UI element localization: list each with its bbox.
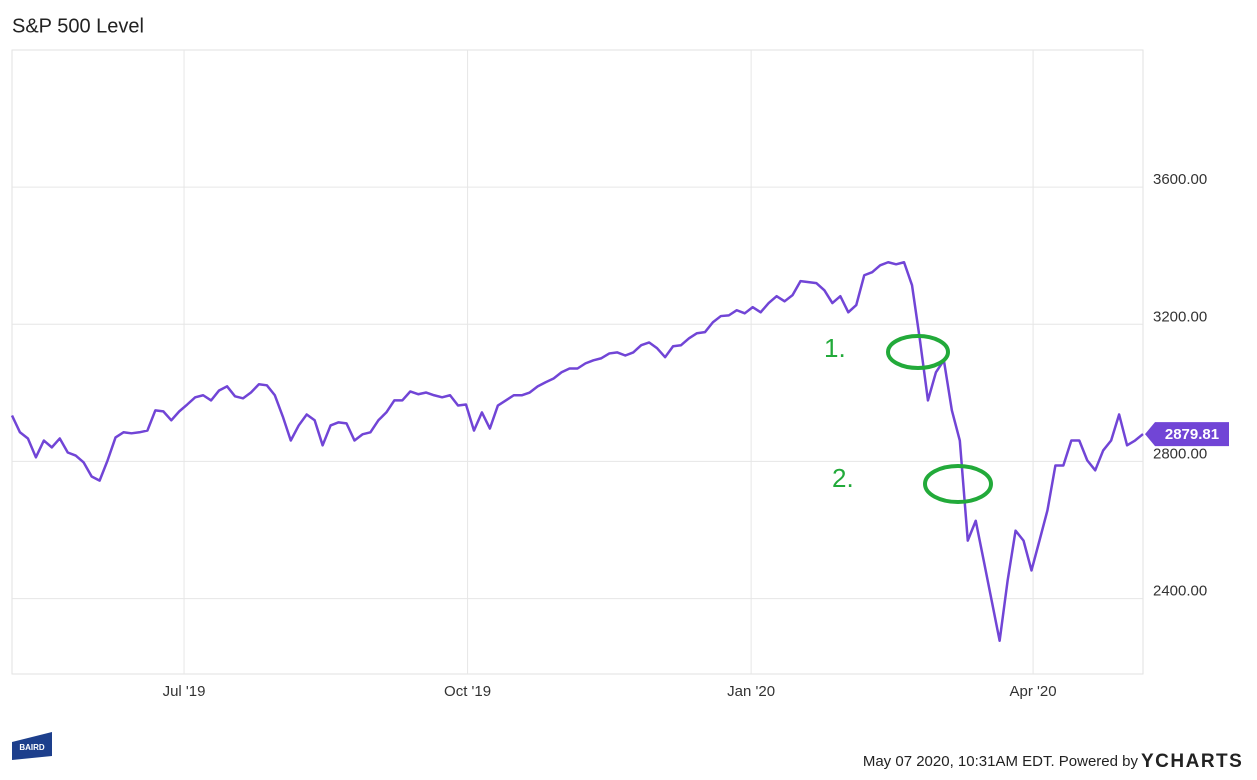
x-tick-label: Jan '20	[727, 683, 775, 700]
x-tick-label: Apr '20	[1010, 683, 1057, 700]
last-value-label: 2879.81	[1165, 426, 1219, 443]
y-tick-label: 3600.00	[1153, 171, 1207, 188]
y-tick-label: 2400.00	[1153, 583, 1207, 600]
logo-text: BAIRD	[19, 743, 45, 752]
series	[10, 260, 1144, 642]
footer-timestamp: May 07 2020, 10:31AM EDT. Powered by	[863, 753, 1139, 770]
plot-frame	[11, 49, 1144, 675]
logo-shape	[12, 732, 52, 760]
y-tick-label: 3200.00	[1153, 308, 1207, 325]
annotation: 1.	[824, 333, 846, 363]
annotation-circle	[923, 464, 993, 504]
footer-brand: YCHARTS	[1141, 751, 1243, 772]
line	[10, 260, 1144, 642]
x-tick-label: Jul '19	[163, 683, 206, 700]
grid	[12, 50, 1143, 674]
last-value-badge	[1145, 422, 1229, 447]
y-tick-label: 2800.00	[1153, 445, 1207, 462]
x-tick-label: Oct '19	[444, 683, 491, 700]
annotation: 2.	[832, 463, 854, 493]
chart-title: S&P 500 Level	[12, 15, 144, 37]
logo: BAIRD	[12, 732, 52, 760]
annotation-circle	[886, 334, 950, 370]
